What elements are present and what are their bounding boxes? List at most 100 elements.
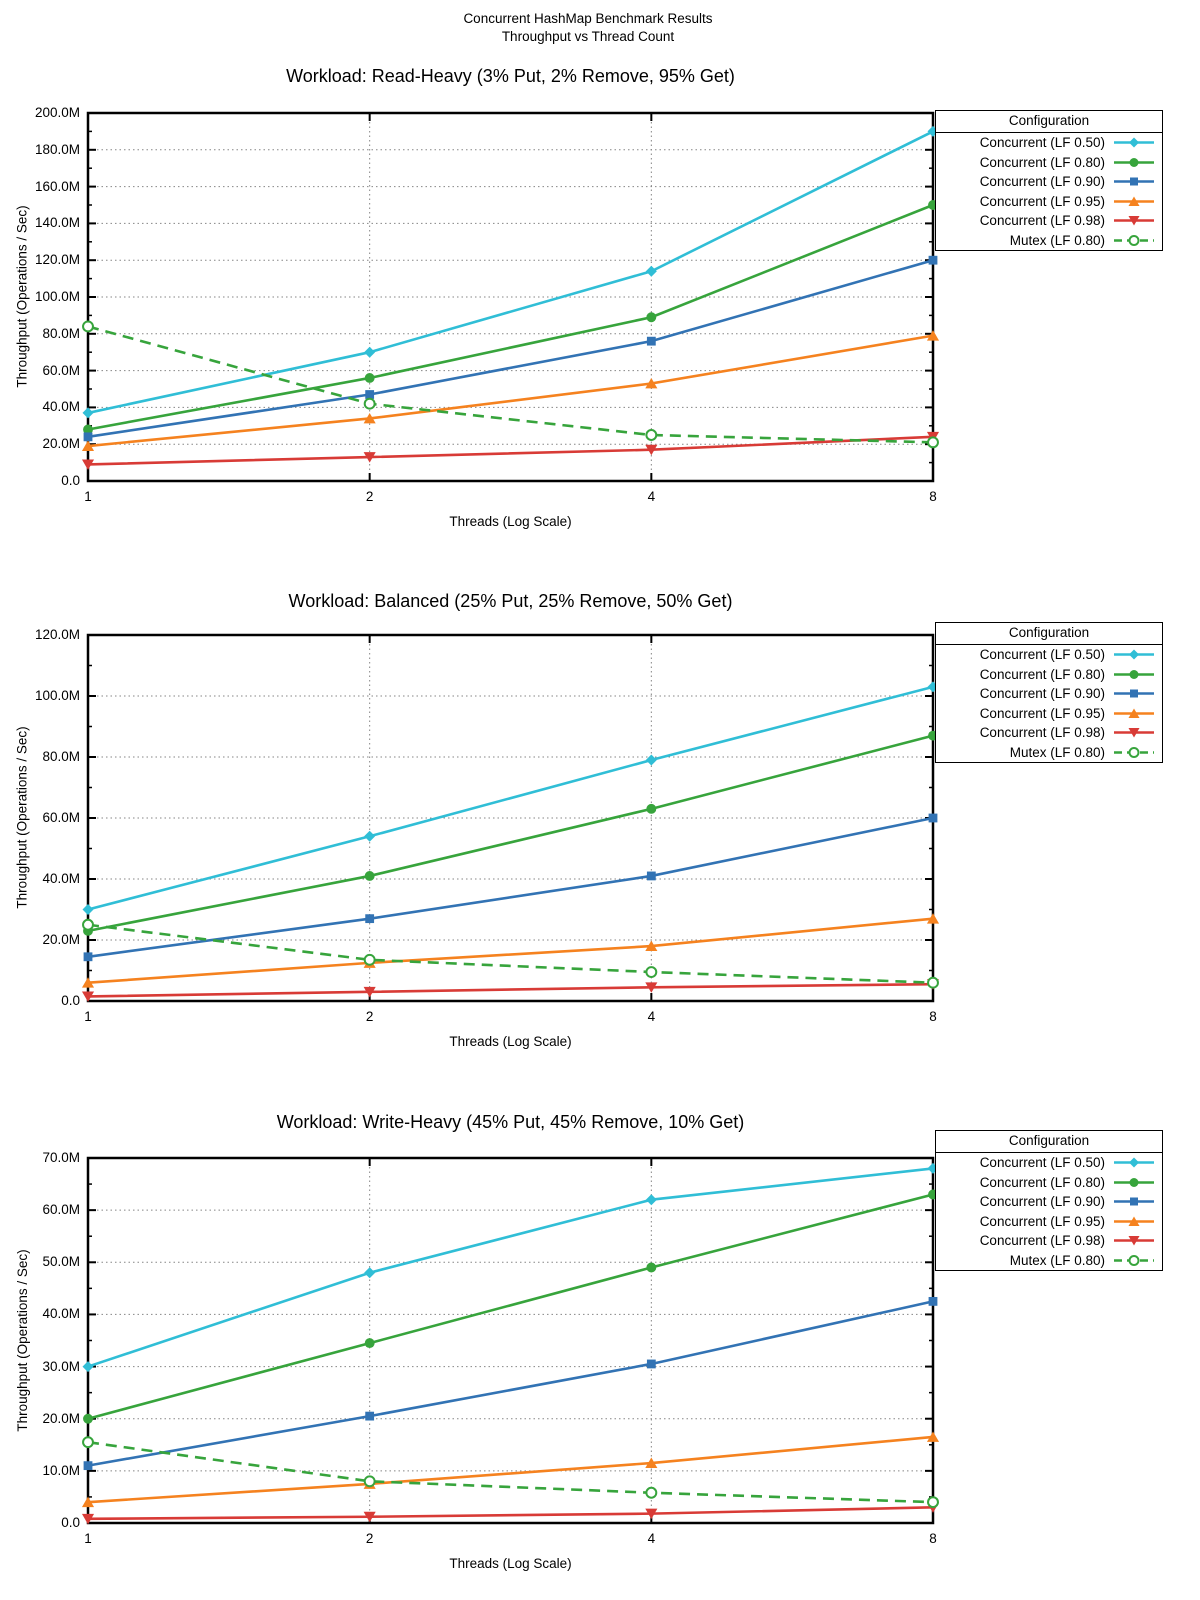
legend-entry-label: Concurrent (LF 0.90) (979, 686, 1105, 702)
legend-entry-label: Concurrent (LF 0.95) (979, 1213, 1105, 1229)
triangle-down-marker (363, 452, 376, 463)
square-marker (1130, 1197, 1138, 1206)
y-tick-label: 60.0M (42, 1202, 80, 1218)
square-marker (646, 336, 656, 346)
series-line-triangle-down (87, 435, 934, 466)
legend-sample-triangle-down (1114, 1236, 1154, 1246)
legend-entry-label: Mutex (LF 0.80) (1009, 232, 1105, 248)
chart-title-balanced: Workload: Balanced (25% Put, 25% Remove,… (288, 591, 733, 611)
legend-entry: Concurrent (LF 0.80) (936, 1173, 1162, 1193)
series-line-circle-open (87, 1440, 934, 1504)
square-marker (928, 813, 938, 823)
y-tick-label: 40.0M (42, 1306, 80, 1322)
open-circle-marker (1128, 746, 1140, 758)
y-tick-label: 40.0M (42, 871, 80, 886)
chart-2 (81, 1156, 940, 1525)
y-tick-label: 120.0M (34, 627, 80, 642)
triangle-down-marker (645, 982, 658, 993)
triangle-up-marker (645, 377, 658, 389)
circle-marker (83, 424, 93, 435)
triangle-down-marker (363, 1511, 376, 1523)
circle-marker (646, 803, 657, 814)
y-tick-label: 20.0M (42, 932, 80, 947)
series-line-triangle-up (87, 334, 934, 448)
diamond-marker (364, 1267, 376, 1279)
open-circle-marker (363, 953, 376, 966)
triangle-down-marker (645, 444, 658, 456)
open-circle-marker (82, 1436, 94, 1449)
y-tick-label: 80.0M (42, 749, 80, 764)
legend-entry-label: Concurrent (LF 0.90) (979, 1194, 1105, 1210)
circle-marker (83, 1413, 93, 1424)
circle-marker (646, 312, 657, 323)
legend-entry: Concurrent (LF 0.95) (936, 1212, 1162, 1232)
square-marker (646, 1359, 656, 1369)
square-marker (365, 914, 375, 924)
series-line-diamond (87, 130, 934, 415)
legend-entry-label: Concurrent (LF 0.95) (979, 705, 1105, 721)
open-circle-marker (363, 397, 376, 410)
legend-sample-circle (1114, 1177, 1154, 1187)
legend-sample-circle (1114, 669, 1154, 679)
series-line-triangle-up (87, 917, 934, 984)
diamond-marker (364, 346, 376, 358)
x-tick-label: 1 (84, 1009, 92, 1024)
legend-sample-circle-open (1114, 1254, 1154, 1266)
diamond-marker (364, 830, 376, 842)
series-line-circle-open (87, 923, 934, 984)
y-tick-label: 80.0M (42, 325, 80, 341)
series-line-triangle-up (87, 1435, 934, 1504)
y-tick-label: 20.0M (42, 436, 80, 452)
circle-marker (646, 1262, 657, 1273)
legend-entry-label: Concurrent (LF 0.50) (979, 1155, 1105, 1171)
triangle-up-marker (81, 977, 95, 988)
y-tick-label: 20.0M (42, 1410, 80, 1426)
legend-entry: Concurrent (LF 0.80) (936, 665, 1162, 685)
legend-sample-triangle-up (1114, 196, 1154, 206)
legend-entry-label: Concurrent (LF 0.90) (979, 174, 1105, 190)
series-line-circle (87, 203, 934, 431)
series-line-diamond (87, 685, 934, 911)
y-tick-label: 0.0 (61, 1515, 80, 1530)
legend-entry-label: Concurrent (LF 0.50) (979, 135, 1105, 151)
diamond-marker (82, 407, 94, 419)
chart-title-write-heavy: Workload: Write-Heavy (45% Put, 45% Remo… (276, 1112, 745, 1132)
x-axis-label-1: Threads (Log Scale) (449, 1034, 572, 1049)
legend-0: Configuration Concurrent (LF 0.50) Concurr… (935, 110, 1163, 251)
legend-entry-label: Concurrent (LF 0.98) (979, 213, 1105, 229)
diamond-marker (82, 904, 94, 915)
legend-2: Configuration Concurrent (LF 0.50) Concurr… (935, 1130, 1163, 1271)
legend-title: Configuration (936, 623, 1162, 645)
legend-sample-square (1114, 689, 1154, 698)
x-tick-label: 1 (84, 1531, 92, 1546)
main-title-line2: Throughput vs Thread Count (501, 29, 675, 44)
legend-entry: Concurrent (LF 0.98) (936, 723, 1162, 743)
y-tick-label: 140.0M (34, 215, 80, 231)
x-tick-label: 1 (84, 489, 92, 504)
series-line-circle (87, 734, 934, 933)
x-tick-label: 2 (365, 1009, 374, 1024)
square-marker (928, 1296, 938, 1306)
legend-entry-label: Concurrent (LF 0.80) (979, 666, 1105, 682)
triangle-down-marker (81, 1513, 95, 1525)
open-circle-marker (645, 966, 658, 978)
y-tick-label: 60.0M (42, 810, 80, 825)
circle-marker (364, 373, 375, 383)
square-marker (83, 432, 93, 442)
square-marker (1130, 689, 1138, 698)
open-circle-marker (82, 320, 94, 333)
square-marker (1130, 177, 1138, 186)
legend-entry-label: Mutex (LF 0.80) (1009, 744, 1105, 760)
circle-marker (1129, 669, 1139, 679)
x-tick-label: 2 (365, 489, 374, 504)
x-tick-label: 4 (647, 489, 656, 504)
x-tick-label: 8 (929, 489, 937, 504)
legend-entry: Mutex (LF 0.80) (936, 231, 1162, 251)
open-circle-marker (82, 918, 94, 931)
y-tick-label: 40.0M (42, 399, 80, 415)
legend-sample-square (1114, 177, 1154, 186)
legend-entry: Concurrent (LF 0.95) (936, 192, 1162, 212)
open-circle-marker (645, 429, 658, 441)
